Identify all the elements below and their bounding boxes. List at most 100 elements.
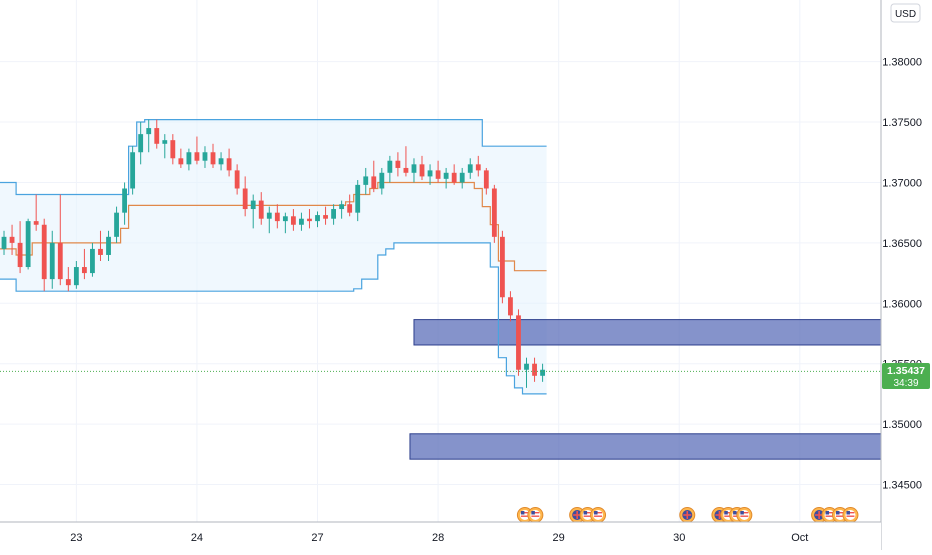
candle[interactable] — [90, 242, 95, 277]
flag-stripe — [531, 515, 540, 517]
candle[interactable] — [234, 164, 240, 195]
candle[interactable] — [49, 230, 55, 289]
candle[interactable] — [114, 206, 119, 243]
candle[interactable] — [339, 200, 345, 219]
event-flag-icon[interactable] — [527, 507, 544, 523]
candle[interactable] — [323, 206, 328, 225]
candle[interactable] — [33, 194, 39, 231]
candle[interactable] — [170, 134, 176, 165]
candle[interactable] — [403, 146, 409, 177]
candle[interactable] — [355, 180, 361, 222]
candle-body — [508, 297, 513, 316]
candle[interactable] — [491, 184, 497, 243]
candle[interactable] — [435, 160, 441, 183]
price-axis-bg[interactable] — [881, 0, 932, 550]
time-tick-label: Oct — [791, 532, 808, 544]
candle[interactable] — [483, 167, 489, 195]
flag-stripe — [520, 515, 529, 517]
candle[interactable] — [459, 167, 465, 189]
candle[interactable] — [250, 194, 256, 229]
candle[interactable] — [218, 152, 224, 171]
candle-body — [258, 200, 264, 219]
candle[interactable] — [186, 148, 192, 171]
candle[interactable] — [9, 224, 15, 255]
candle[interactable] — [178, 148, 184, 168]
candle-body — [315, 215, 320, 222]
candle[interactable] — [274, 204, 280, 229]
candle[interactable] — [146, 119, 152, 153]
candle[interactable] — [290, 209, 296, 231]
candle[interactable] — [122, 182, 128, 225]
candle-body — [355, 184, 361, 213]
candle[interactable] — [210, 143, 216, 168]
candle[interactable] — [57, 194, 63, 286]
candle[interactable] — [516, 309, 521, 376]
candle[interactable] — [371, 160, 377, 193]
candle[interactable] — [524, 357, 529, 388]
currency-button[interactable]: USD — [890, 3, 921, 23]
event-flag-icon[interactable] — [842, 507, 859, 523]
candle[interactable] — [282, 212, 288, 234]
candle[interactable] — [387, 155, 393, 183]
candle[interactable] — [467, 158, 473, 179]
supply-demand-zones[interactable] — [409, 319, 882, 460]
currency-button-label: USD — [895, 9, 916, 20]
candle[interactable] — [98, 230, 103, 261]
time-axis-bg[interactable] — [0, 522, 881, 550]
flag-stripe — [724, 512, 733, 514]
candle[interactable] — [202, 146, 208, 168]
candle[interactable] — [73, 261, 79, 289]
candle-body — [194, 152, 200, 161]
candle[interactable] — [41, 218, 47, 292]
candle[interactable] — [17, 221, 23, 274]
candle[interactable] — [419, 155, 425, 181]
candle[interactable] — [443, 167, 449, 189]
candle[interactable] — [411, 158, 417, 183]
economic-events[interactable] — [516, 507, 859, 523]
candle-body — [443, 172, 449, 179]
candle[interactable] — [242, 176, 248, 217]
zone-rectangle[interactable] — [413, 319, 882, 346]
candle[interactable] — [194, 136, 200, 165]
candle-body — [274, 212, 280, 222]
candle-body — [331, 209, 337, 219]
flag-canton — [740, 511, 744, 515]
zone-rectangle[interactable] — [409, 433, 882, 460]
candle[interactable] — [508, 291, 513, 322]
candle[interactable] — [266, 206, 272, 234]
candle[interactable] — [299, 212, 304, 231]
event-flag-icon[interactable] — [679, 507, 696, 523]
candle[interactable] — [1, 230, 7, 255]
candle[interactable] — [307, 209, 312, 229]
candle[interactable] — [427, 164, 433, 185]
candle[interactable] — [138, 122, 144, 165]
candle[interactable] — [363, 167, 369, 195]
candle[interactable] — [347, 194, 353, 217]
candle[interactable] — [106, 230, 111, 261]
candle[interactable] — [532, 357, 537, 382]
candle-body — [290, 216, 296, 225]
candle[interactable] — [81, 248, 87, 280]
candle[interactable] — [499, 230, 505, 304]
candle[interactable] — [540, 363, 545, 382]
event-flag-icon[interactable] — [590, 507, 607, 523]
candle[interactable] — [154, 119, 160, 149]
candle[interactable] — [162, 134, 168, 159]
event-flag-icon[interactable] — [736, 507, 753, 523]
candlesticks[interactable] — [1, 119, 545, 388]
candle[interactable] — [258, 192, 264, 225]
candle[interactable] — [130, 146, 136, 195]
candle[interactable] — [226, 148, 232, 177]
candle[interactable] — [331, 204, 337, 225]
candle[interactable] — [395, 152, 401, 177]
candle-body — [363, 176, 369, 185]
candle[interactable] — [315, 211, 320, 228]
candle[interactable] — [65, 267, 71, 292]
flag-stripe — [724, 515, 733, 517]
candle[interactable] — [379, 167, 385, 195]
candle[interactable] — [25, 218, 31, 270]
candle[interactable] — [475, 155, 481, 177]
candle[interactable] — [451, 164, 457, 185]
